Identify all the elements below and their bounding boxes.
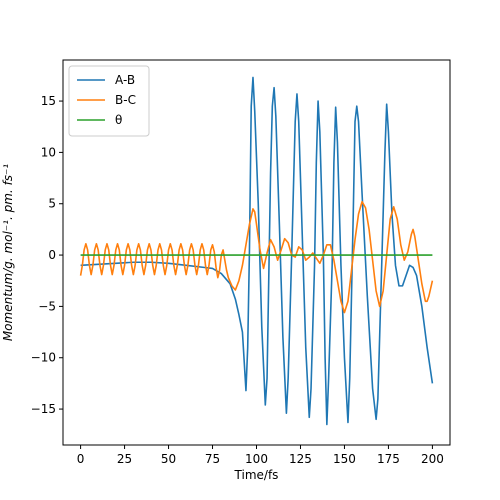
- x-axis-ticks: 0 25 50 75 100 125 150 175 200: [77, 445, 444, 466]
- y-tick-label: −5: [38, 299, 56, 313]
- y-axis-label: Momentum/g. mol⁻¹. pm. fs⁻¹: [1, 164, 15, 342]
- legend: A-B B-C θ: [68, 65, 150, 137]
- y-tick-label: 0: [48, 248, 56, 262]
- plot-lines: [79, 76, 434, 426]
- y-tick-label: 15: [41, 94, 56, 108]
- y-tick-label: −10: [31, 351, 56, 365]
- legend-label: θ: [115, 113, 122, 127]
- x-axis-label: Time/fs: [234, 468, 279, 482]
- y-axis-ticks: −15 −10 −5 0 5 10 15: [31, 94, 63, 416]
- x-tick-label: 125: [289, 452, 312, 466]
- x-tick-label: 0: [77, 452, 85, 466]
- y-tick-label: 10: [41, 145, 56, 159]
- x-tick-label: 25: [117, 452, 132, 466]
- y-tick-label: 5: [48, 197, 56, 211]
- x-tick-label: 75: [205, 452, 220, 466]
- x-tick-label: 200: [421, 452, 444, 466]
- legend-box: [68, 65, 150, 137]
- x-tick-label: 100: [245, 452, 268, 466]
- y-tick-label: −15: [31, 402, 56, 416]
- x-tick-label: 175: [377, 452, 400, 466]
- series-line-1: [79, 200, 434, 314]
- x-tick-label: 50: [161, 452, 176, 466]
- legend-label: B-C: [115, 93, 136, 107]
- series-line-0: [80, 76, 434, 426]
- x-tick-label: 150: [333, 452, 356, 466]
- legend-label: A-B: [115, 73, 135, 87]
